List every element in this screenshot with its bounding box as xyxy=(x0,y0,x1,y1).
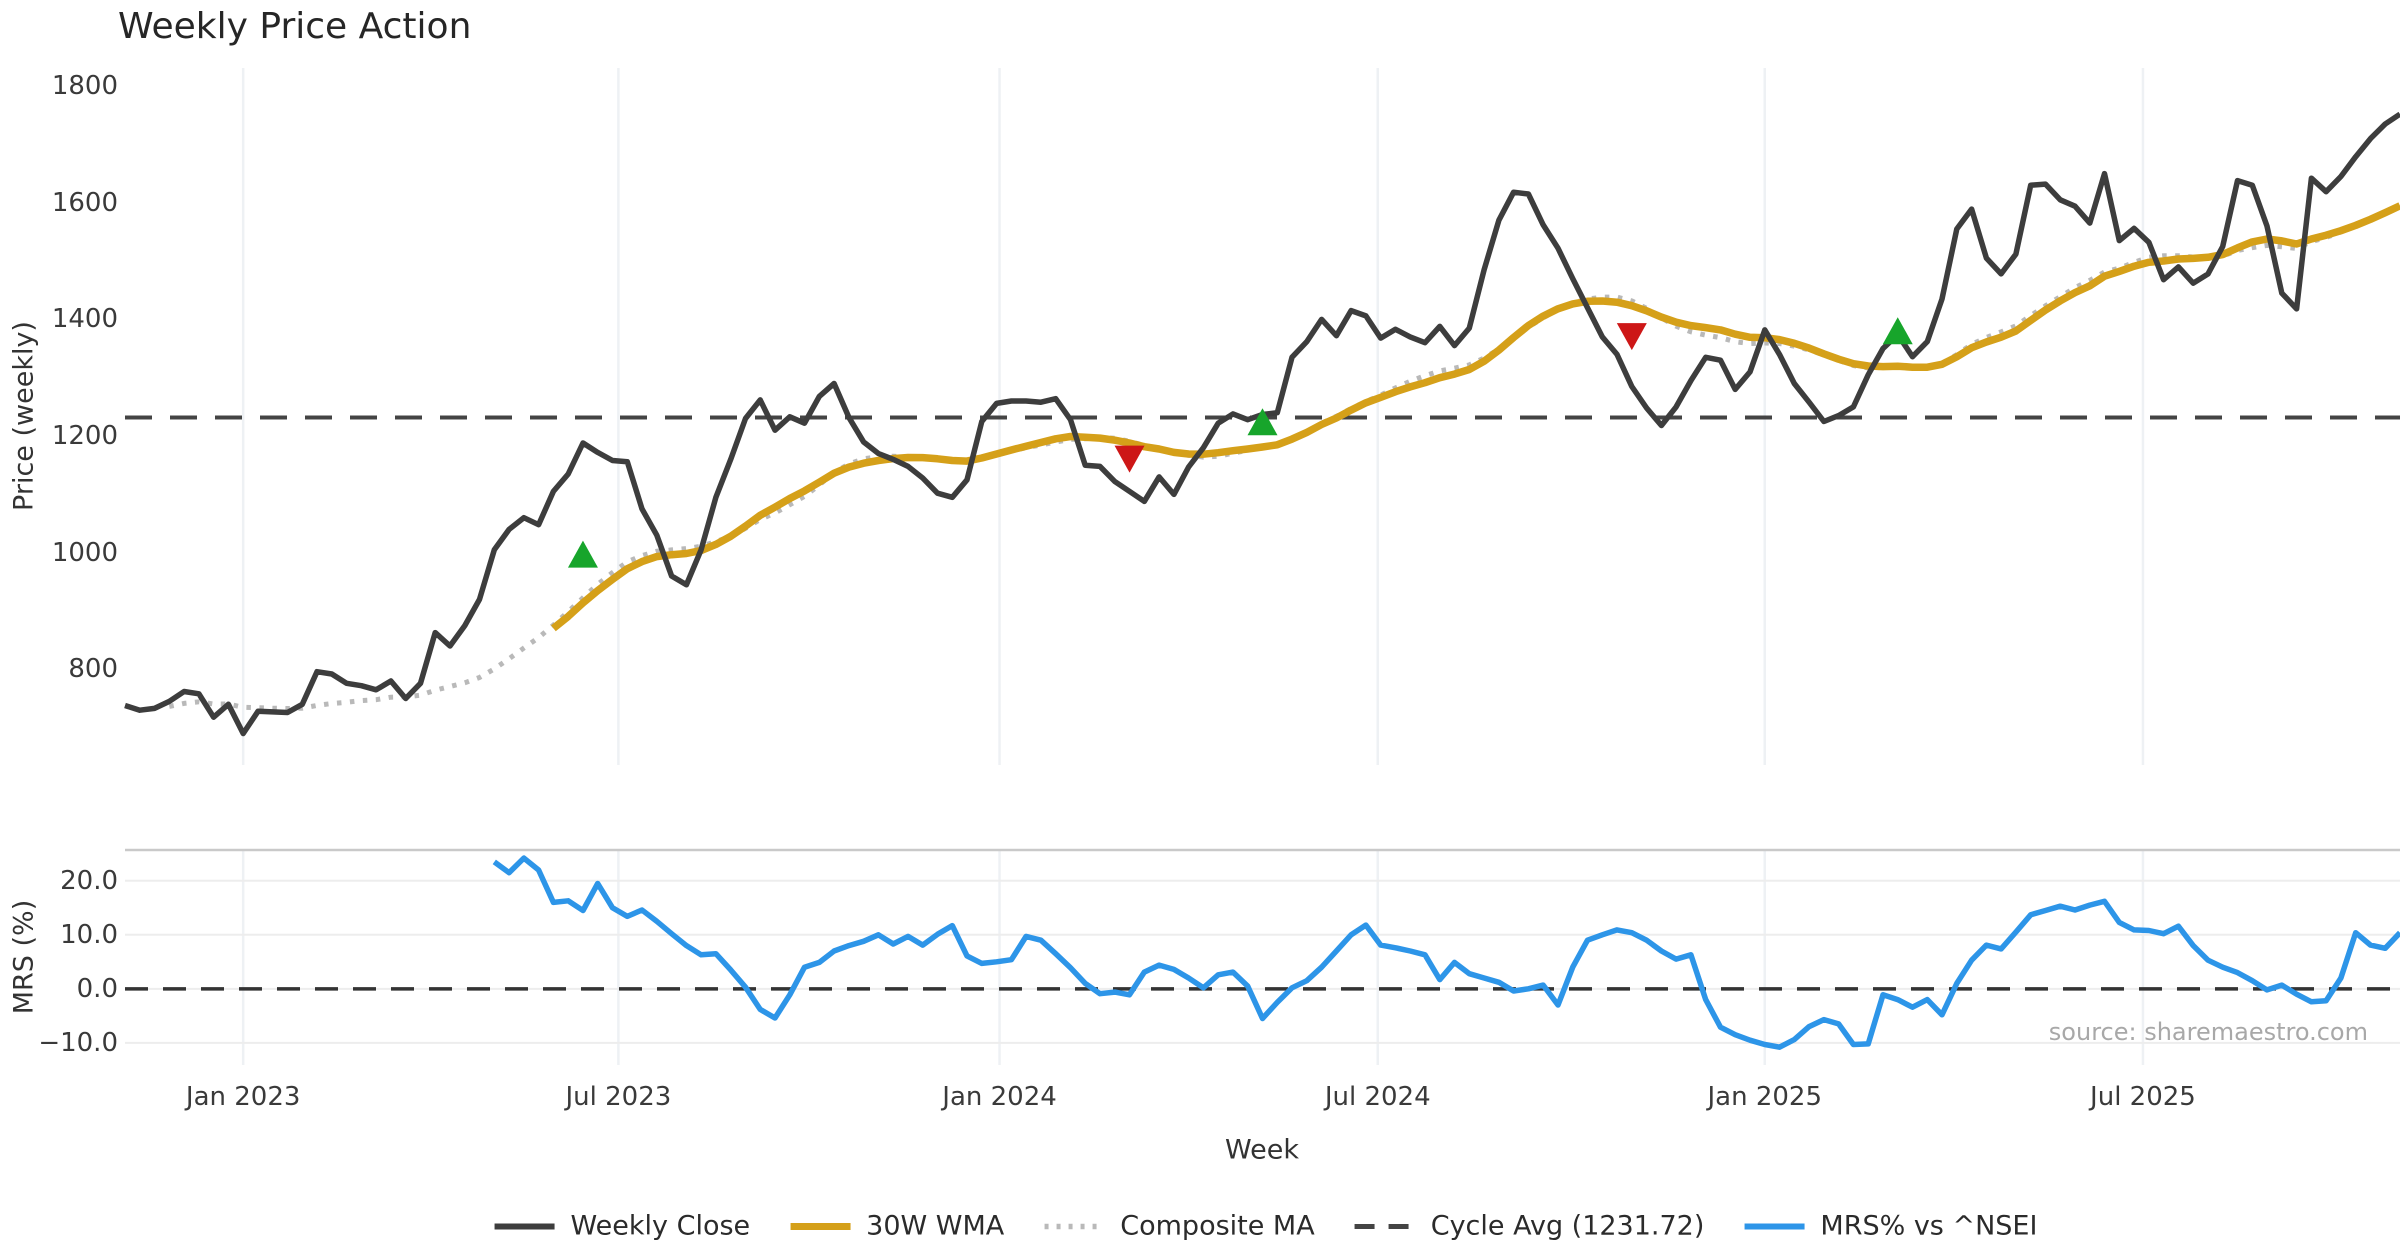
composite-swatch-icon xyxy=(1044,1223,1105,1229)
page-title: Weekly Price Action xyxy=(118,6,472,47)
weekly-close-swatch-icon xyxy=(494,1223,555,1229)
buy-signal-marker xyxy=(1247,408,1278,436)
price-ytick-label: 1200 xyxy=(51,421,118,452)
sell-signal-marker xyxy=(1616,323,1647,351)
price-ytick-label: 1800 xyxy=(51,71,118,102)
legend-label: Weekly Close xyxy=(570,1210,751,1242)
legend-label: Cycle Avg (1231.72) xyxy=(1430,1210,1705,1242)
legend-item-wma: 30W WMA xyxy=(788,1211,1004,1242)
mrs-swatch-icon xyxy=(1744,1223,1805,1229)
legend: Weekly Close 30W WMA Composite MA Cycle … xyxy=(493,1210,2037,1242)
legend-label: MRS% vs ^NSEI xyxy=(1820,1210,2038,1242)
wma-swatch-icon xyxy=(790,1222,851,1230)
x-tick-label: Jan 2025 xyxy=(1707,1082,1823,1112)
source-credit: source: sharemaestro.com xyxy=(2048,1018,2368,1046)
legend-label: 30W WMA xyxy=(866,1210,1005,1242)
mrs-ytick-label: 0.0 xyxy=(76,973,118,1004)
composite-ma-line xyxy=(168,205,2400,711)
legend-label: Composite MA xyxy=(1120,1210,1315,1242)
x-tick-label: Jul 2024 xyxy=(1324,1082,1431,1112)
legend-item-mrs: MRS% vs ^NSEI xyxy=(1742,1211,2037,1242)
x-tick-label: Jan 2023 xyxy=(185,1082,301,1112)
cycle-avg-swatch-icon xyxy=(1354,1223,1415,1229)
legend-item-weekly-close: Weekly Close xyxy=(493,1210,751,1242)
mrs-line xyxy=(492,855,2400,1050)
price-ytick-label: 1000 xyxy=(51,537,118,568)
x-tick-label: Jan 2024 xyxy=(942,1082,1057,1112)
mrs-ytick-label: 20.0 xyxy=(60,865,118,896)
price-ytick-label: 1600 xyxy=(51,187,118,218)
price-ytick-label: 800 xyxy=(68,654,118,685)
mrs-ytick-label: −10.0 xyxy=(38,1027,118,1058)
price-axis-label: Price (weekly) xyxy=(8,321,40,511)
x-tick-label: Jul 2025 xyxy=(2090,1082,2196,1112)
buy-signal-marker xyxy=(1882,317,1913,345)
legend-item-cycle-avg: Cycle Avg (1231.72) xyxy=(1353,1210,1705,1242)
x-tick-label: Jul 2023 xyxy=(565,1082,672,1112)
x-axis-label: Week xyxy=(1225,1134,1299,1166)
mrs-ytick-label: 10.0 xyxy=(60,919,118,950)
legend-item-composite: Composite MA xyxy=(1042,1210,1315,1242)
buy-signal-marker xyxy=(567,540,598,568)
wma-line xyxy=(551,202,2400,632)
mrs-axis-label: MRS (%) xyxy=(8,899,40,1015)
price-ytick-label: 1400 xyxy=(51,304,118,335)
sell-signal-marker xyxy=(1114,445,1145,473)
